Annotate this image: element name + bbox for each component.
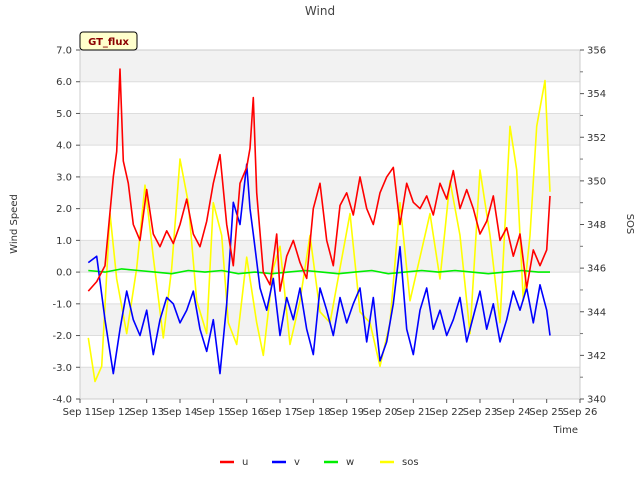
series-line-u <box>87 68 551 292</box>
y-left-tick-label: 3.0 <box>56 172 72 183</box>
x-tick-label: Sep 22 <box>429 407 464 418</box>
y-left-tick-label: -3.0 <box>52 363 72 374</box>
x-tick-label: Sep 17 <box>263 407 298 418</box>
series-line-w <box>88 268 550 275</box>
y-right-tick-label: 348 <box>587 220 606 231</box>
background-bands <box>80 50 580 399</box>
x-tick-label: Sep 13 <box>129 407 164 418</box>
x-tick-label: Sep 21 <box>396 407 431 418</box>
y-left-tick-label: -4.0 <box>52 395 72 406</box>
left-axis-title: Wind Speed <box>9 194 20 254</box>
x-tick-label: Sep 25 <box>529 407 564 418</box>
y-right-tick-label: 344 <box>587 307 606 318</box>
x-axis-title: Time <box>553 425 578 436</box>
x-tick-label: Sep 23 <box>463 407 498 418</box>
y-left-tick-label: -1.0 <box>52 299 72 310</box>
left-axis-ticks: -4.0 -3.0 -2.0 -1.0 0.0 1.0 2.0 3.0 4.0 5.0 6.0 7.0 <box>52 46 80 406</box>
x-tick-label: Sep 11 <box>63 407 98 418</box>
y-right-tick-label: 356 <box>587 46 606 57</box>
background-band <box>80 367 580 399</box>
y-right-tick-label: 340 <box>587 395 606 406</box>
background-band <box>80 240 580 273</box>
chart-title: Wind <box>305 4 335 18</box>
series-lines <box>87 68 551 383</box>
site-badge: GT_flux <box>79 31 138 51</box>
y-right-tick-label: 352 <box>587 133 606 144</box>
legend: u v w sos <box>220 457 419 468</box>
legend-label-v: v <box>294 457 300 468</box>
y-right-tick-label: 354 <box>587 89 606 100</box>
background-band <box>80 50 580 82</box>
legend-label-u: u <box>242 457 248 468</box>
x-tick-label: Sep 15 <box>196 407 231 418</box>
legend-label-w: w <box>346 457 354 468</box>
x-tick-label: Sep 18 <box>296 407 331 418</box>
y-left-tick-label: -2.0 <box>52 331 72 342</box>
background-band <box>80 113 580 146</box>
x-tick-label: Sep 16 <box>229 407 264 418</box>
x-tick-label: Sep 24 <box>496 407 531 418</box>
y-left-tick-label: 4.0 <box>56 141 72 152</box>
y-right-tick-label: 342 <box>587 351 606 362</box>
x-tick-label: Sep 26 <box>563 407 598 418</box>
right-axis-ticks: 340 342 344 346 348 350 352 354 356 <box>580 46 606 406</box>
site-badge-label: GT_flux <box>88 37 129 48</box>
y-left-tick-label: 0.0 <box>56 268 72 279</box>
legend-label-sos: sos <box>402 457 419 468</box>
x-tick-label: Sep 12 <box>96 407 131 418</box>
y-left-tick-label: 6.0 <box>56 77 72 88</box>
y-left-tick-label: 7.0 <box>56 46 72 57</box>
x-tick-label: Sep 19 <box>329 407 364 418</box>
background-band <box>80 176 580 209</box>
right-axis-title: SOS <box>624 214 635 235</box>
series-line-v <box>87 163 551 375</box>
y-left-tick-label: 2.0 <box>56 204 72 215</box>
site-badge-box <box>79 31 138 51</box>
y-right-tick-label: 346 <box>587 264 606 275</box>
x-tick-label: Sep 14 <box>163 407 198 418</box>
y-left-tick-label: 1.0 <box>56 236 72 247</box>
y-left-tick-label: 5.0 <box>56 109 72 120</box>
x-tick-label: Sep 20 <box>363 407 398 418</box>
y-right-tick-label: 350 <box>587 176 606 187</box>
